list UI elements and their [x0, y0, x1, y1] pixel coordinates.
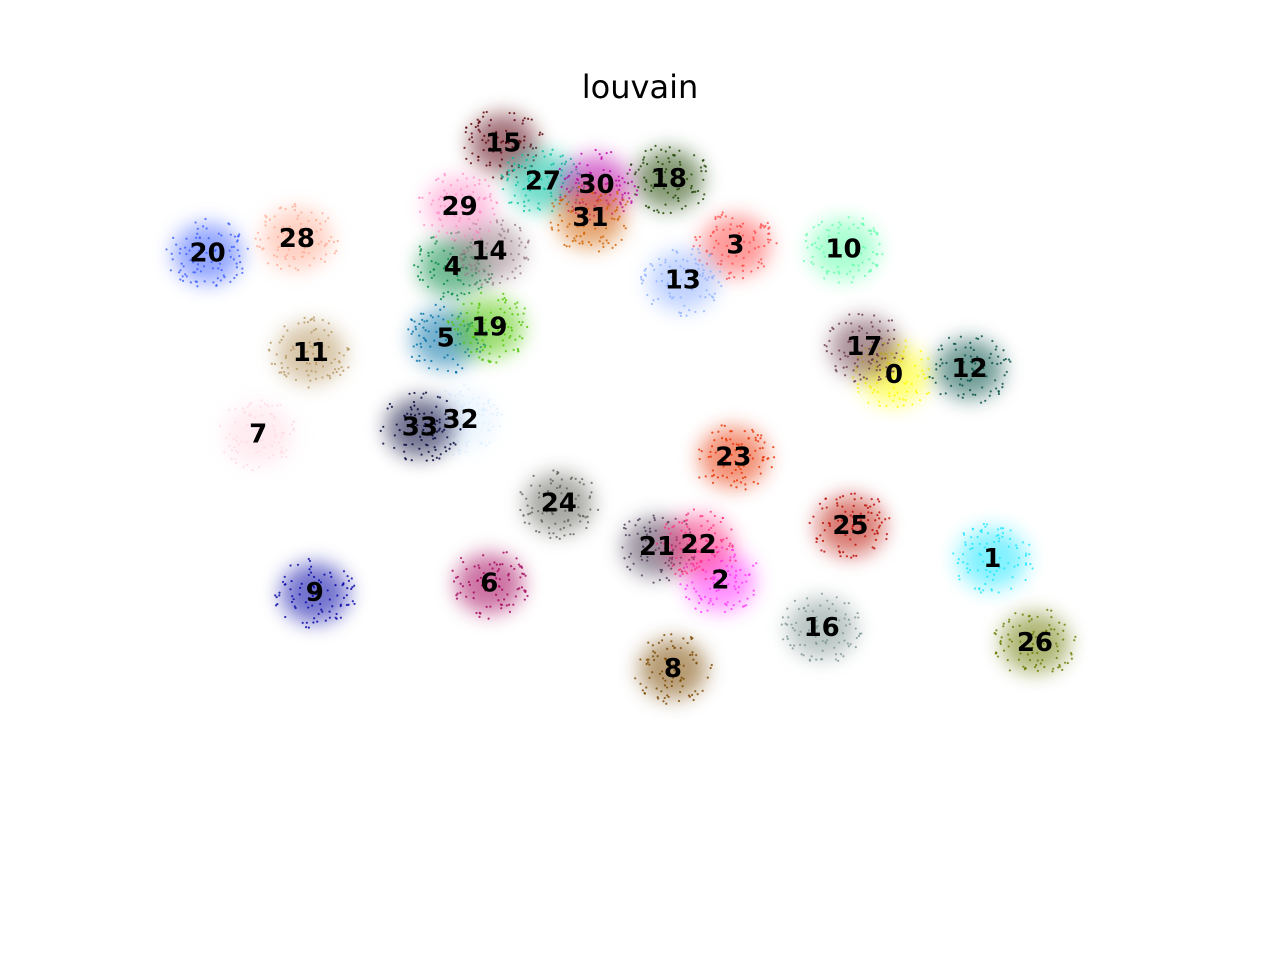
- cluster-label-10: 10: [825, 234, 861, 264]
- cluster-24-points: [519, 469, 600, 540]
- cluster-label-29: 29: [441, 192, 477, 222]
- cluster-label-26: 26: [1017, 628, 1053, 658]
- cluster-12-points: [928, 335, 1012, 404]
- cluster-label-21: 21: [639, 532, 675, 562]
- cluster-label-22: 22: [681, 530, 717, 560]
- cluster-26-points: [993, 608, 1077, 673]
- cluster-label-25: 25: [832, 511, 868, 541]
- cluster-14-points: [448, 219, 530, 286]
- cluster-label-32: 32: [442, 405, 478, 435]
- cluster-6-points: [451, 551, 529, 620]
- cluster-label-18: 18: [651, 164, 687, 194]
- cluster-label-28: 28: [279, 224, 315, 254]
- cluster-19-points: [446, 291, 529, 364]
- cluster-31-points: [549, 185, 629, 253]
- cluster-label-2: 2: [711, 566, 729, 596]
- cluster-label-24: 24: [541, 488, 577, 518]
- cluster-label-13: 13: [665, 266, 701, 296]
- cluster-22-points: [655, 508, 737, 581]
- cluster-7-points: [218, 399, 296, 472]
- chart-title: louvain: [581, 68, 699, 106]
- cluster-label-12: 12: [951, 354, 987, 384]
- cluster-28-points: [254, 202, 339, 272]
- cluster-label-6: 6: [480, 569, 498, 599]
- cluster-9-points: [274, 557, 356, 629]
- cluster-1-points: [952, 522, 1034, 594]
- cluster-label-4: 4: [444, 252, 462, 282]
- cluster-label-27: 27: [525, 166, 561, 196]
- cluster-label-11: 11: [293, 338, 329, 368]
- cluster-label-3: 3: [726, 231, 744, 261]
- cluster-15-points: [463, 110, 544, 180]
- cluster-18-points: [626, 144, 707, 215]
- cluster-33-points: [379, 391, 462, 462]
- cluster-13-points: [639, 248, 723, 317]
- cluster-label-14: 14: [471, 237, 507, 267]
- cluster-25-points: [808, 492, 891, 559]
- cluster-label-16: 16: [804, 613, 840, 643]
- cluster-point-clouds: [165, 110, 1077, 705]
- cluster-11-points: [267, 316, 350, 389]
- cluster-label-9: 9: [306, 578, 324, 608]
- cluster-label-1: 1: [983, 544, 1001, 574]
- cluster-label-7: 7: [249, 420, 267, 450]
- cluster-17-points: [823, 312, 904, 383]
- cluster-label-23: 23: [715, 442, 751, 472]
- cluster-label-0: 0: [885, 360, 903, 390]
- cluster-label-19: 19: [471, 312, 507, 342]
- cluster-29-points: [418, 172, 499, 241]
- cluster-label-20: 20: [190, 239, 226, 269]
- cluster-label-31: 31: [572, 203, 608, 233]
- cluster-8-points: [634, 633, 713, 705]
- cluster-3-points: [692, 211, 778, 280]
- cluster-label-5: 5: [437, 323, 455, 353]
- cluster-23-points: [698, 424, 776, 491]
- cluster-16-points: [780, 592, 863, 662]
- cluster-label-33: 33: [402, 412, 438, 442]
- cluster-label-30: 30: [578, 170, 614, 200]
- cluster-20-points: [165, 217, 249, 288]
- cluster-10-points: [802, 216, 884, 284]
- cluster-label-17: 17: [846, 332, 882, 362]
- cluster-label-8: 8: [664, 654, 682, 684]
- cluster-label-15: 15: [485, 128, 521, 158]
